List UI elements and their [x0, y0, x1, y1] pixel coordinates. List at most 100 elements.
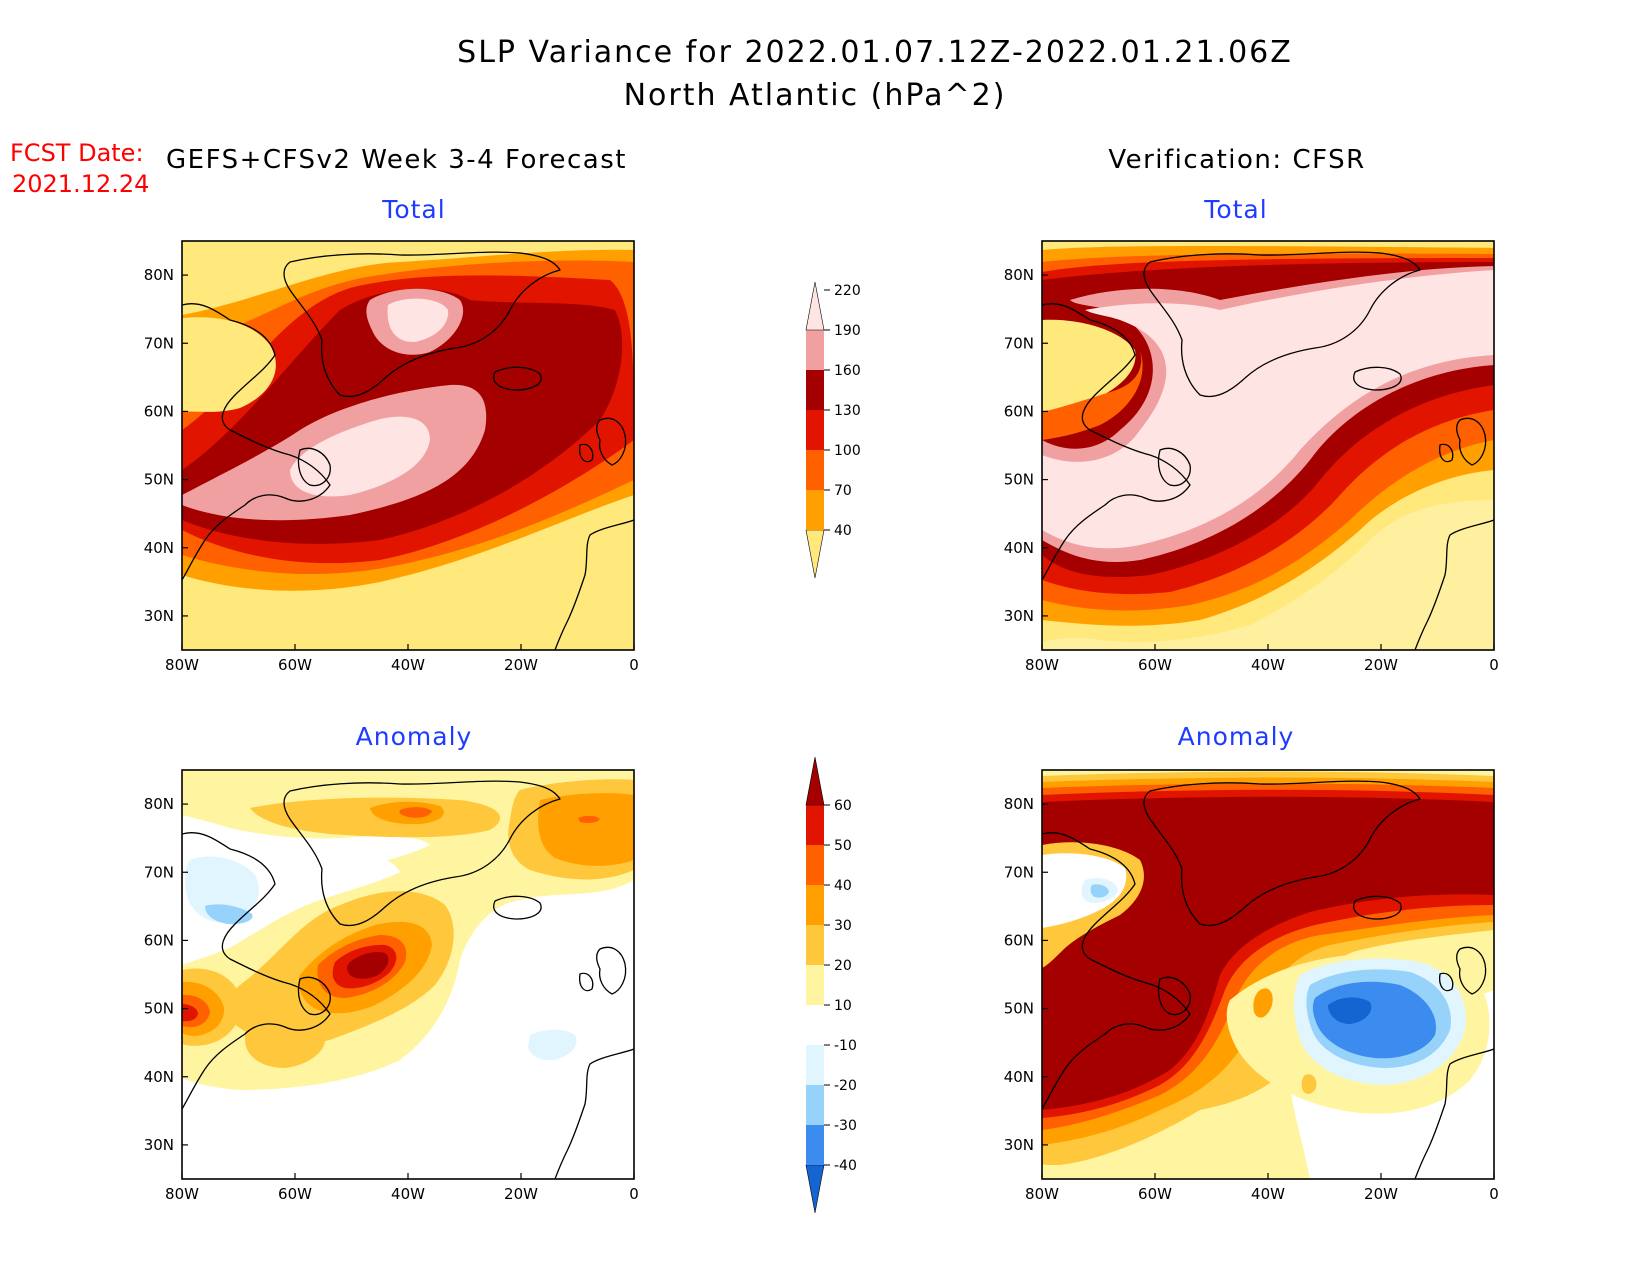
newfoundland-coast — [297, 976, 331, 1016]
colorbar-segment — [806, 370, 824, 410]
lat-tick-label: 40N — [1004, 1068, 1034, 1086]
main-title: SLP Variance for 2022.01.07.12Z-2022.01.… — [457, 35, 1293, 70]
iceland-coast — [493, 366, 542, 391]
map-panel-forecast-total — [181, 240, 635, 651]
colorbar-segment — [806, 490, 824, 530]
colorbar-segment — [805, 1164, 825, 1214]
canada-coast — [1042, 832, 1191, 1110]
panel-title-forecast-total: Total — [381, 195, 445, 224]
contour-30-east — [538, 793, 634, 866]
colorbar-segment — [806, 965, 824, 1005]
lon-tick-label: 40W — [1251, 1185, 1285, 1203]
colorbar-label: -40 — [834, 1158, 857, 1174]
contour-40-west — [1042, 319, 1136, 412]
contour-40-west — [182, 317, 276, 412]
lon-tick-label: 80W — [1025, 1185, 1059, 1203]
colorbar-label: 70 — [834, 483, 852, 499]
newfoundland-coast — [1157, 976, 1191, 1016]
lat-tick-label: 40N — [144, 1068, 174, 1086]
iberia-africa-coast — [1414, 519, 1494, 650]
colorbar-label: 100 — [834, 443, 861, 459]
colorbar-segment — [806, 450, 824, 490]
lon-tick-label: 60W — [278, 1185, 312, 1203]
main-subtitle: North Atlantic (hPa^2) — [624, 78, 1007, 113]
canada-coast — [182, 832, 331, 1110]
contour-20-south — [245, 1014, 326, 1068]
verification-column-title: Verification: CFSR — [1108, 145, 1365, 175]
colorbar-label: 30 — [834, 918, 852, 934]
contour-fills — [1042, 241, 1494, 642]
fcst-date-label: FCST Date: — [10, 139, 144, 167]
contour-100-west — [1042, 350, 1143, 440]
contour-40-east — [578, 815, 600, 823]
panel-title-verification-total: Total — [1203, 195, 1267, 224]
contour-60 — [1042, 796, 1494, 1110]
lat-tick-label: 60N — [1004, 402, 1034, 420]
newfoundland-coast — [1157, 447, 1191, 487]
lat-tick-label: 50N — [1004, 471, 1034, 489]
colorbar-label: -10 — [834, 1038, 857, 1054]
iceland-coast — [1353, 366, 1402, 391]
contour-fills — [182, 241, 634, 591]
lat-tick-label: 80N — [1004, 795, 1034, 813]
coastlines — [182, 251, 634, 650]
contour-fills — [1042, 771, 1494, 1179]
lat-tick-label: 60N — [144, 931, 174, 949]
lon-tick-label: 0 — [1489, 1185, 1499, 1203]
lat-tick-label: 70N — [144, 334, 174, 352]
contour-220-north — [387, 298, 449, 343]
contour-neg10-labrador — [185, 856, 259, 923]
colorbar-segment — [806, 1085, 824, 1125]
lat-tick-label: 40N — [144, 539, 174, 557]
colorbar-segment — [805, 756, 825, 806]
axis-ticks-forecast-total: 80W 60W 40W 20W 0 30N 40N 50N 60N 70N 80N — [144, 266, 639, 674]
greenland-coast — [283, 251, 561, 398]
colorbar-segment — [806, 1045, 824, 1085]
contour-220 — [1042, 270, 1494, 549]
colorbar-label: 60 — [834, 798, 852, 814]
lon-tick-label: 20W — [504, 1185, 538, 1203]
colorbar-segment — [805, 281, 825, 331]
lat-tick-label: 30N — [144, 607, 174, 625]
iberia-africa-coast — [554, 1048, 634, 1179]
colorbar-segment — [806, 885, 824, 925]
colorbar-segment — [806, 410, 824, 450]
greenland-coast — [1143, 251, 1421, 398]
colorbar-segment — [805, 529, 825, 579]
british-isles-coast — [1439, 946, 1487, 995]
colorbar-label: 220 — [834, 283, 861, 299]
lat-tick-label: 80N — [144, 266, 174, 284]
lat-tick-label: 80N — [1004, 266, 1034, 284]
map-panel-verification-total — [1041, 240, 1495, 651]
colorbar-segment — [806, 1125, 824, 1165]
colorbar-label: 130 — [834, 403, 861, 419]
axis-ticks-forecast-anomaly: 80W 60W 40W 20W 0 30N 40N 50N 60N 70N 80N — [144, 795, 639, 1203]
colorbar-segment — [806, 330, 824, 370]
contour-neg10-east — [528, 1029, 577, 1061]
lat-tick-label: 30N — [1004, 607, 1034, 625]
panel-title-verification-anomaly: Anomaly — [1178, 722, 1295, 751]
canada-coast — [1042, 303, 1191, 581]
iceland-coast — [1353, 895, 1402, 920]
lon-tick-label: 40W — [1251, 656, 1285, 674]
contour-40-arctic — [399, 807, 432, 818]
contour-30-spot — [1253, 988, 1273, 1018]
colorbar-anomaly: -40 -30 -20 -10 10 20 30 40 50 60 — [805, 756, 857, 1214]
coastlines — [1042, 780, 1494, 1179]
lon-tick-label: 40W — [391, 656, 425, 674]
lon-tick-label: 60W — [278, 656, 312, 674]
coastlines — [1042, 251, 1494, 650]
greenland-coast — [283, 780, 561, 927]
colorbar-label: 160 — [834, 363, 861, 379]
lat-tick-label: 50N — [144, 1000, 174, 1018]
lat-tick-label: 30N — [1004, 1136, 1034, 1154]
lon-tick-label: 0 — [629, 656, 639, 674]
contour-20-spot — [1301, 1074, 1317, 1094]
colorbar-label: 50 — [834, 838, 852, 854]
map-panel-forecast-anomaly — [181, 769, 635, 1180]
fcst-date-value: 2021.12.24 — [12, 170, 149, 198]
lat-tick-label: 80N — [144, 795, 174, 813]
british-isles-coast — [579, 946, 627, 995]
axis-ticks-verification-anomaly: 80W 60W 40W 20W 0 30N 40N 50N 60N 70N 80N — [1004, 795, 1499, 1203]
